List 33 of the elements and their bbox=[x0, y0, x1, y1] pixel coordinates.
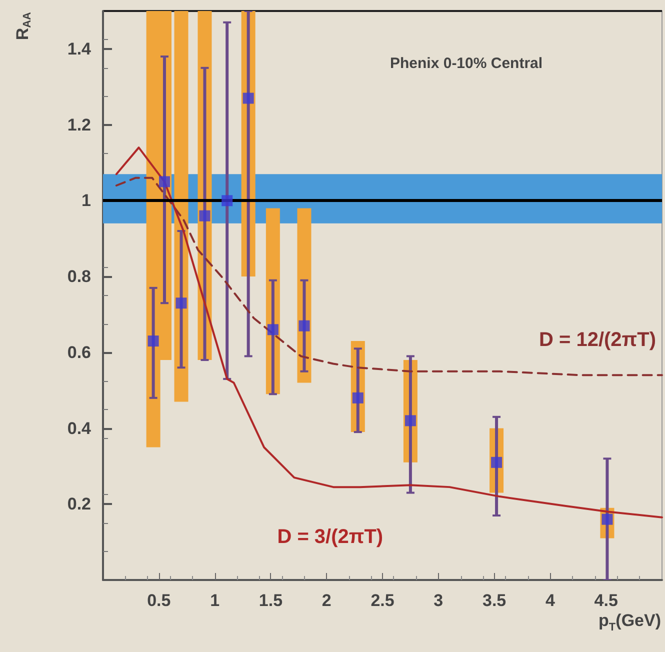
point bbox=[242, 92, 254, 104]
y-tick-label: 0.6 bbox=[67, 342, 91, 362]
y-tick-label: 0.4 bbox=[67, 418, 92, 438]
point bbox=[404, 415, 416, 426]
point bbox=[298, 320, 310, 332]
x-tick-label: 2.5 bbox=[370, 591, 394, 610]
x-tick-label: 1 bbox=[210, 591, 220, 610]
y-tick-label: 1.4 bbox=[67, 39, 92, 58]
y-tick-label: 0.8 bbox=[67, 267, 91, 286]
x-tick-label: 0.5 bbox=[147, 591, 171, 610]
line-series bbox=[115, 146, 663, 518]
y-tick-label: 0.2 bbox=[67, 494, 91, 514]
x-tick-label: 4 bbox=[545, 591, 556, 610]
series-label: D = 3/(2πT) bbox=[277, 526, 384, 548]
point bbox=[352, 392, 364, 404]
point bbox=[176, 298, 187, 309]
point bbox=[148, 336, 159, 347]
point bbox=[199, 210, 210, 222]
x-axis-title: p$_{T}$(GeV) bbox=[598, 611, 661, 634]
x-tick-label: 3.5 bbox=[482, 591, 506, 610]
y-tick-label: 1.2 bbox=[67, 115, 91, 134]
point bbox=[158, 176, 170, 188]
x-tick-label: 1.5 bbox=[258, 591, 283, 610]
point bbox=[267, 324, 278, 336]
point bbox=[222, 195, 233, 206]
y-tick-label: 1 bbox=[82, 191, 91, 210]
series-label: D = 12/(2πT) bbox=[538, 329, 656, 352]
x-tick-label: 2 bbox=[322, 591, 332, 610]
point bbox=[491, 456, 502, 468]
x-tick-label: 4.5 bbox=[594, 591, 618, 610]
annotation: Phenix 0-10% Central bbox=[390, 55, 543, 72]
line-series bbox=[115, 176, 663, 376]
x-tick-label: 3 bbox=[434, 591, 444, 610]
